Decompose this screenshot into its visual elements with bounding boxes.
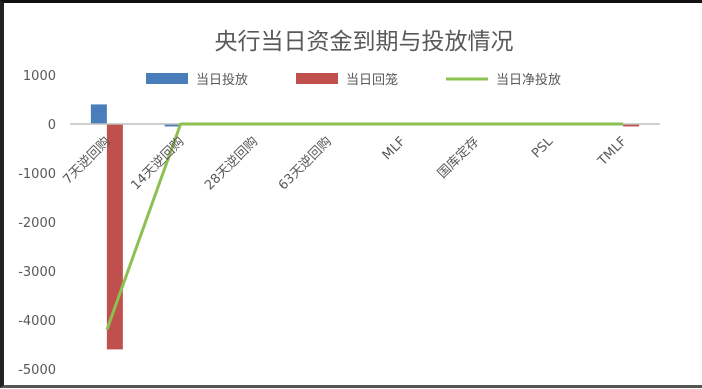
legend-item: 当日回笼 [296, 72, 398, 88]
x-tick-label: 国库定存 [434, 134, 482, 182]
y-tick-label: -3000 [18, 265, 56, 280]
y-tick-label: 1000 [23, 69, 56, 84]
bar-invest [91, 104, 107, 124]
legend-item: 当日净投放 [446, 72, 561, 88]
x-tick-label: TMLF [595, 134, 630, 169]
y-tick-label: -5000 [18, 363, 56, 378]
plot-area [70, 104, 660, 349]
y-tick-label: -1000 [18, 167, 56, 182]
legend-swatch [296, 73, 338, 84]
legend-swatch [146, 73, 188, 84]
x-tick-label: PSL [529, 134, 557, 162]
y-tick-label: -2000 [18, 216, 56, 231]
legend: 当日投放 当日回笼 当日净投放 [146, 72, 561, 88]
x-tick-label: MLF [380, 134, 409, 163]
legend-label: 当日净投放 [496, 72, 561, 88]
x-tick-label: 7天逆回购 [60, 134, 114, 188]
bar-withdraw [107, 124, 123, 349]
x-tick-label: 63天逆回购 [275, 134, 335, 194]
y-tick-label: 0 [48, 118, 56, 133]
legend-label: 当日投放 [196, 72, 248, 88]
chart: 央行当日资金到期与投放情况 当日投放 当日回笼 当日净投放 1000 0 -1000 -2… [4, 3, 702, 385]
y-tick-label: -4000 [18, 314, 56, 329]
y-axis: 1000 0 -1000 -2000 -3000 -4000 -5000 [18, 69, 56, 378]
legend-item: 当日投放 [146, 72, 248, 88]
x-tick-label: 28天逆回购 [201, 134, 261, 194]
chart-title: 央行当日资金到期与投放情况 [215, 29, 514, 55]
legend-label: 当日回笼 [346, 72, 398, 88]
